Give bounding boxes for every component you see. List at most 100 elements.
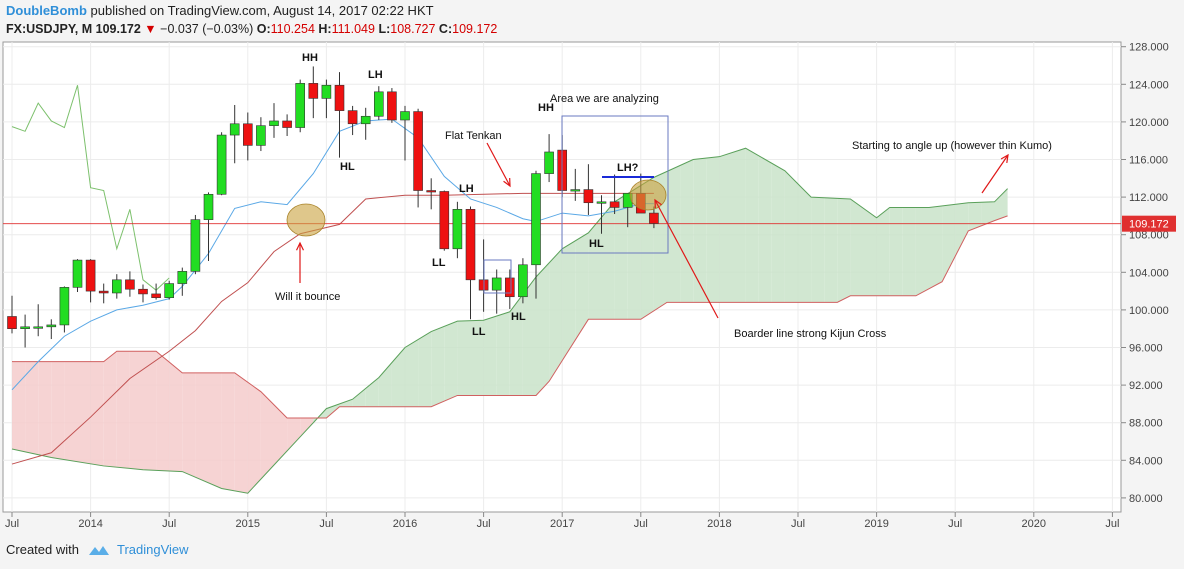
- candle[interactable]: [243, 112, 253, 161]
- candle[interactable]: [596, 195, 607, 234]
- candle[interactable]: [518, 258, 528, 304]
- candle-body-up: [190, 219, 201, 272]
- symbol-header: FX:USDJPY, M 109.172 ▼ −0.037 (−0.03%) O…: [6, 22, 497, 36]
- candle[interactable]: [387, 88, 397, 123]
- candle[interactable]: [531, 170, 541, 299]
- candle[interactable]: [269, 103, 279, 138]
- candle[interactable]: [59, 286, 70, 333]
- kumo-segment: [77, 361, 91, 464]
- candle[interactable]: [373, 86, 384, 121]
- candle[interactable]: [426, 178, 437, 210]
- kumo-segment: [470, 320, 484, 396]
- down-arrow-icon: ▼: [144, 22, 157, 36]
- candle[interactable]: [465, 206, 476, 320]
- candle[interactable]: [256, 117, 266, 152]
- candle-body-down: [334, 84, 345, 111]
- candle[interactable]: [413, 108, 423, 208]
- candle-body-up: [321, 84, 332, 99]
- label-ll-2016a: LL: [432, 257, 446, 269]
- senkou-b-line: [12, 215, 1008, 419]
- high-label: H:: [318, 22, 332, 36]
- candle-body-down: [583, 189, 594, 204]
- candle[interactable]: [7, 295, 17, 334]
- candle[interactable]: [229, 104, 240, 164]
- candle[interactable]: [112, 274, 122, 299]
- x-tick-label: Jul: [948, 518, 962, 530]
- author-link[interactable]: DoubleBomb: [6, 3, 87, 18]
- candle[interactable]: [282, 114, 292, 136]
- kumo-segment: [260, 391, 274, 480]
- candle[interactable]: [400, 105, 410, 161]
- candle-body-up: [46, 324, 57, 328]
- candle[interactable]: [98, 283, 109, 304]
- y-tick-label: 112.000: [1129, 192, 1168, 204]
- candle[interactable]: [504, 269, 515, 309]
- candle[interactable]: [452, 201, 463, 259]
- candle[interactable]: [190, 214, 201, 275]
- candle[interactable]: [334, 72, 345, 158]
- candle[interactable]: [295, 79, 306, 133]
- candle[interactable]: [583, 164, 594, 215]
- candle[interactable]: [20, 314, 30, 348]
- kumo-segment: [12, 361, 26, 452]
- kumo-segment: [208, 372, 222, 489]
- kumo-segment: [483, 316, 497, 396]
- candle[interactable]: [33, 304, 44, 337]
- angle-up-arrow-head: [1000, 153, 1009, 163]
- candle[interactable]: [203, 192, 214, 262]
- y-tick-label: 108.000: [1129, 230, 1169, 242]
- kumo-segment: [902, 207, 916, 296]
- label-hh-2015: HH: [302, 52, 318, 64]
- candle[interactable]: [570, 168, 581, 201]
- x-tick-label: Jul: [791, 518, 805, 530]
- candle[interactable]: [347, 105, 358, 136]
- candle[interactable]: [308, 66, 319, 119]
- candle[interactable]: [177, 267, 188, 296]
- candle-body-up: [295, 83, 306, 128]
- tradingview-brand-link[interactable]: TradingView: [116, 542, 189, 557]
- kumo-segment: [706, 156, 720, 303]
- candle[interactable]: [360, 107, 371, 140]
- candle[interactable]: [491, 269, 502, 314]
- x-tick-label: 2016: [393, 518, 417, 530]
- candle[interactable]: [151, 283, 161, 300]
- kumo-segment: [798, 183, 812, 303]
- candle[interactable]: [85, 259, 96, 303]
- label-kijun-cross: Boarder line strong Kijun Cross: [734, 328, 887, 340]
- kumo-segment: [51, 361, 65, 460]
- label-lh-2015: LH: [368, 69, 383, 81]
- candle[interactable]: [649, 206, 659, 229]
- x-tick-label: Jul: [5, 518, 19, 530]
- created-with-label: Created with: [6, 542, 79, 557]
- candle[interactable]: [138, 284, 148, 303]
- x-tick-label: Jul: [477, 518, 491, 530]
- kumo-segment: [38, 361, 52, 458]
- kumo-segment: [182, 372, 196, 478]
- candle-body-up: [20, 326, 30, 330]
- candle[interactable]: [609, 174, 620, 215]
- candle[interactable]: [321, 79, 332, 119]
- candle[interactable]: [544, 134, 554, 183]
- label-hl-2017: HL: [589, 238, 604, 250]
- bounce-arrow-head: [295, 241, 305, 251]
- candle[interactable]: [216, 132, 227, 196]
- kumo-segment: [562, 240, 576, 361]
- kumo-segment: [837, 198, 851, 303]
- symbol-name: FX:USDJPY, M: [6, 22, 93, 36]
- candle-body-down: [125, 279, 135, 290]
- candle[interactable]: [164, 280, 174, 300]
- kumo-segment: [955, 202, 969, 257]
- candle[interactable]: [72, 259, 83, 293]
- open-value: 110.254: [270, 22, 315, 36]
- candle-body-down: [387, 91, 397, 121]
- candle[interactable]: [46, 319, 57, 340]
- x-tick-label: 2019: [864, 518, 888, 530]
- bounce-circle: [286, 203, 326, 237]
- candle[interactable]: [439, 190, 450, 251]
- candle-body-down: [243, 123, 253, 146]
- annotations: HH LH HL LH LL LL HL HH HL LH? Area we are analyzi…: [275, 52, 1052, 340]
- candle[interactable]: [125, 271, 135, 297]
- y-tick-label: 120.000: [1129, 117, 1169, 129]
- candle-body-up: [269, 120, 279, 126]
